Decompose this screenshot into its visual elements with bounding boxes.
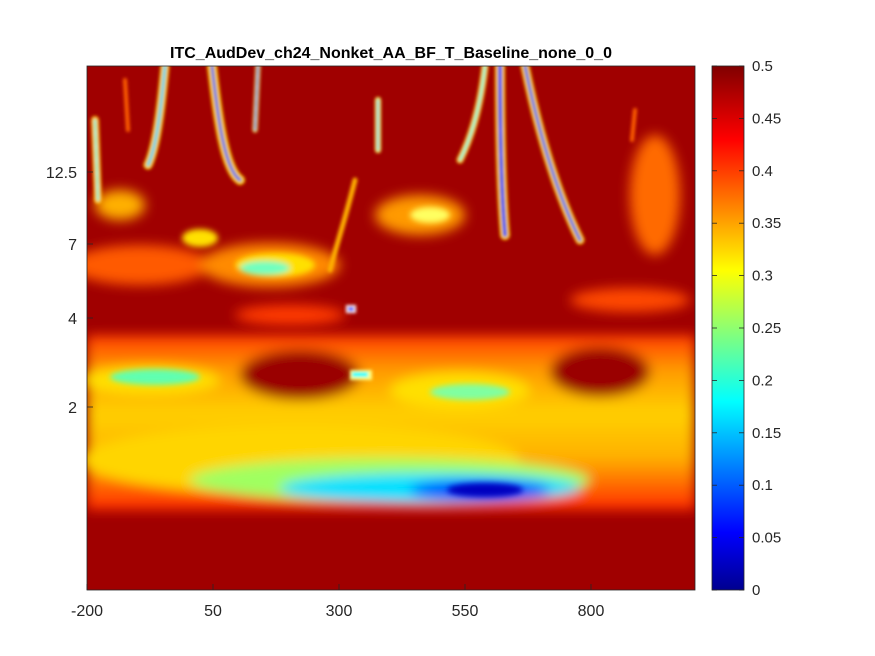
y-tick-labels: 12.5 7 4 2 bbox=[46, 165, 77, 417]
colorbar-tick-label: 0.4 bbox=[752, 163, 773, 180]
plot-frame bbox=[86, 65, 696, 591]
colorbar-tick-label: 0.3 bbox=[752, 268, 773, 285]
chart-title: ITC_AudDev_ch24_Nonket_AA_BF_T_Baseline_… bbox=[170, 45, 612, 62]
colorbar-tick-label: 0.25 bbox=[752, 320, 781, 337]
x-tick-labels: -200 50 300 550 800 bbox=[71, 603, 604, 620]
colorbar-tick-label: 0 bbox=[752, 582, 760, 599]
x-tick-label: 50 bbox=[204, 603, 222, 620]
x-tick-marks bbox=[86, 584, 592, 590]
x-tick-label: 550 bbox=[452, 603, 479, 620]
colorbar: 0 0.05 0.1 0.15 0.2 0.25 0.3 0.35 0.4 0.45 0.5 bbox=[711, 58, 781, 599]
colorbar-ticks: 0 0.05 0.1 0.15 0.2 0.25 0.3 0.35 0.4 0.45 0.5 bbox=[712, 58, 781, 599]
colorbar-tick-label: 0.5 bbox=[752, 58, 773, 75]
colorbar-tick-label: 0.05 bbox=[752, 530, 781, 547]
y-tick-label: 4 bbox=[68, 311, 77, 328]
colorbar-gradient bbox=[711, 65, 745, 591]
y-tick-marks bbox=[87, 171, 93, 408]
colorbar-tick-label: 0.35 bbox=[752, 215, 781, 232]
colorbar-tick-label: 0.45 bbox=[752, 110, 781, 127]
y-tick-label: 12.5 bbox=[46, 165, 77, 182]
colorbar-tick-label: 0.15 bbox=[752, 425, 781, 442]
y-tick-label: 2 bbox=[68, 400, 77, 417]
heatmap-plot bbox=[87, 66, 695, 590]
x-tick-label: -200 bbox=[71, 603, 103, 620]
x-tick-label: 300 bbox=[326, 603, 353, 620]
x-tick-label: 800 bbox=[578, 603, 605, 620]
colorbar-tick-label: 0.2 bbox=[752, 372, 773, 389]
colorbar-tick-label: 0.1 bbox=[752, 477, 773, 494]
y-tick-label: 7 bbox=[68, 237, 77, 254]
